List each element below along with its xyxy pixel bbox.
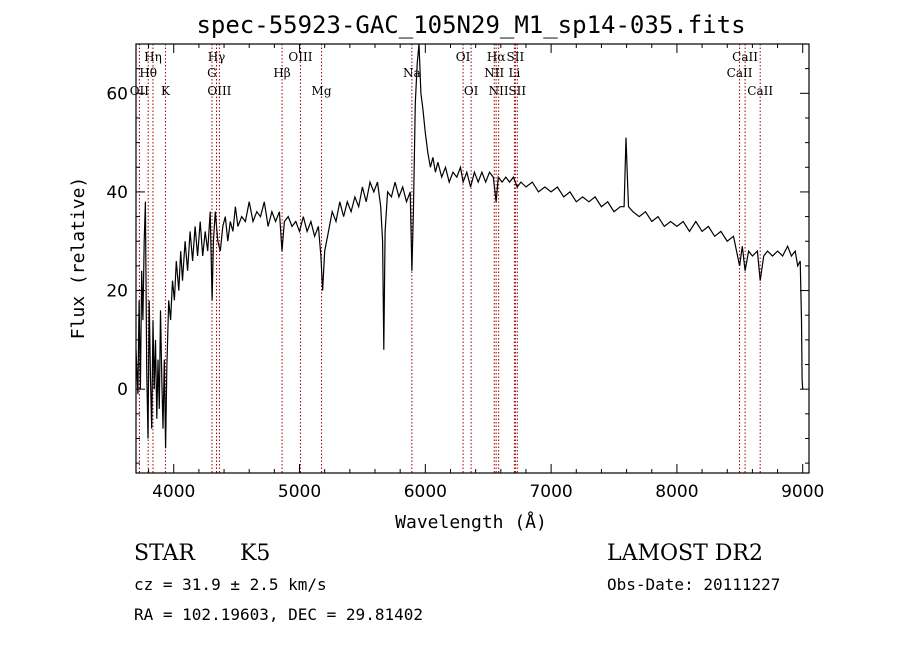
y-tick-label: 0 <box>117 380 128 400</box>
line-marker-label: Hθ <box>139 66 157 80</box>
line-marker-label: SII <box>507 50 525 64</box>
coordinates-readout: RA = 102.19603, DEC = 29.81402 <box>134 605 423 624</box>
x-axis-ticks <box>148 44 804 473</box>
x-tick-label: 8000 <box>655 482 698 502</box>
x-tick-label: 9000 <box>781 482 824 502</box>
line-marker-label: Hα <box>487 50 506 64</box>
line-marker-label: Hβ <box>273 66 290 80</box>
line-marker-label: OIII <box>288 50 312 64</box>
y-axis-tick-labels: 0 20 40 60 <box>106 84 128 400</box>
line-marker-label: OII <box>130 84 150 98</box>
line-marker-label: OI <box>456 50 471 64</box>
line-marker-label: Hγ <box>208 50 226 64</box>
obs-date: Obs-Date: 20111227 <box>607 575 780 594</box>
y-tick-label: 40 <box>106 183 128 203</box>
line-markers <box>138 44 761 473</box>
survey-name: LAMOST DR2 <box>607 541 763 566</box>
line-marker-label: G <box>207 66 217 80</box>
x-tick-label: 4000 <box>152 482 195 502</box>
line-marker-label: Mg <box>312 84 332 98</box>
spectral-subclass: K5 <box>240 541 270 566</box>
line-marker-label: CaII <box>727 66 753 80</box>
line-marker-label: SII <box>508 84 526 98</box>
line-marker-label: CaII <box>747 84 773 98</box>
line-marker-label: Li <box>508 66 520 80</box>
x-tick-label: 7000 <box>529 482 572 502</box>
line-marker-label: NII <box>484 66 504 80</box>
line-marker-label: Hη <box>144 50 162 64</box>
plot-frame <box>135 43 810 474</box>
line-marker-label: Na <box>403 66 421 80</box>
spectrum-series-line <box>135 43 804 449</box>
y-tick-label: 60 <box>106 84 128 104</box>
y-axis-ticks <box>136 43 809 464</box>
y-tick-label: 20 <box>106 282 128 302</box>
x-axis-label: Wavelength (Å) <box>395 511 547 533</box>
x-axis-tick-labels: 4000 5000 6000 7000 8000 9000 <box>152 482 824 502</box>
line-marker-label: OI <box>464 84 479 98</box>
object-class: STAR <box>134 541 196 566</box>
x-tick-label: 5000 <box>278 482 321 502</box>
line-marker-label: CaII <box>732 50 758 64</box>
y-axis-label: Flux (relative) <box>68 177 89 340</box>
line-marker-label: OIII <box>207 84 231 98</box>
line-marker-label: NII <box>489 84 509 98</box>
x-tick-label: 6000 <box>404 482 447 502</box>
velocity-readout: cz = 31.9 ± 2.5 km/s <box>134 575 327 594</box>
chart-title: spec-55923-GAC_105N29_M1_sp14-035.fits <box>196 11 745 39</box>
line-marker-label: K <box>161 84 171 98</box>
